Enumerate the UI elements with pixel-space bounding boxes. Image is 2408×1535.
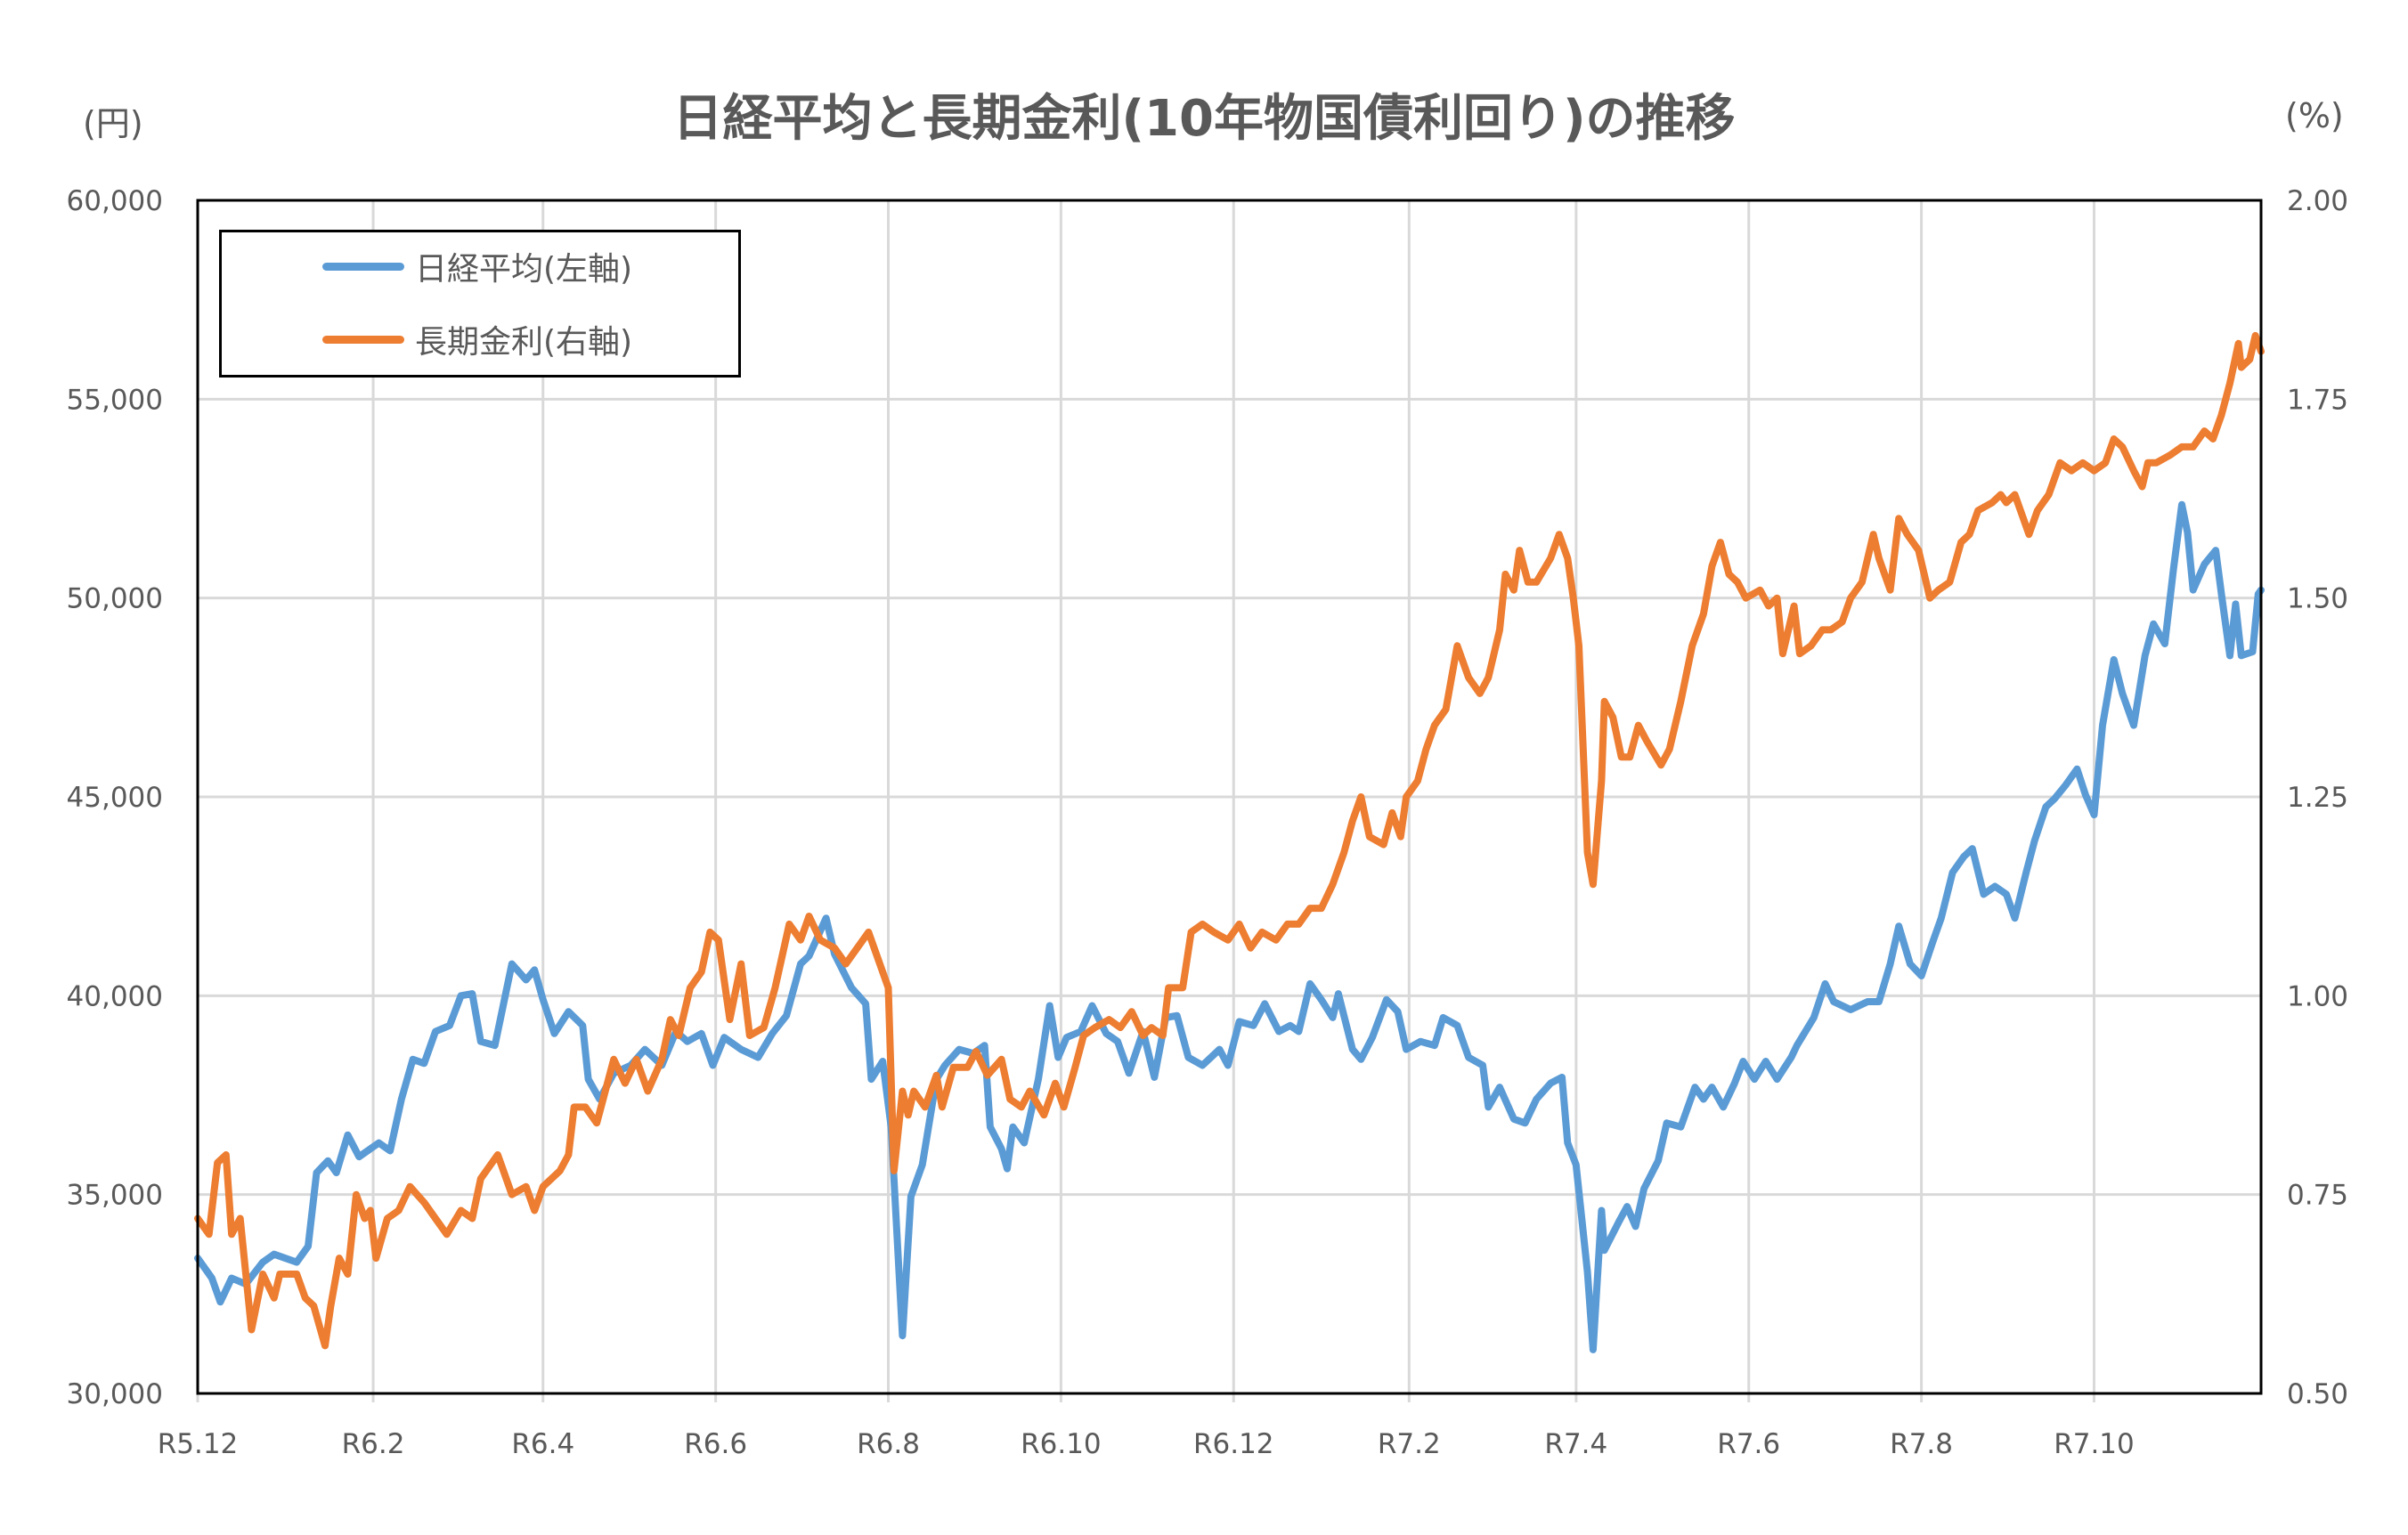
x-tick-label: R7.2 bbox=[1378, 1428, 1441, 1460]
series-lines bbox=[194, 331, 2265, 1353]
x-tick-label: R7.10 bbox=[2054, 1428, 2135, 1460]
left-tick-label: 50,000 bbox=[67, 583, 163, 615]
right-tick-label: 1.00 bbox=[2287, 980, 2348, 1012]
left-tick-label: 30,000 bbox=[67, 1378, 163, 1410]
x-tick-label: R6.12 bbox=[1193, 1428, 1274, 1460]
legend-item-nikkei: 日経平均(左軸) bbox=[322, 244, 632, 288]
left-tick-label: 55,000 bbox=[67, 384, 163, 416]
left-tick-label: 45,000 bbox=[67, 782, 163, 814]
gridlines bbox=[196, 199, 2261, 1402]
right-tick-label: 1.50 bbox=[2287, 583, 2348, 615]
right-axis-unit: (%) bbox=[2285, 96, 2344, 135]
jgb-yield-series-line bbox=[194, 331, 2265, 1350]
x-tick-label: R7.6 bbox=[1717, 1428, 1780, 1460]
x-tick-label: R5.12 bbox=[158, 1428, 239, 1460]
x-tick-label: R6.8 bbox=[857, 1428, 920, 1460]
left-axis-unit: (円) bbox=[83, 104, 143, 143]
legend-swatch-jgb-yield bbox=[322, 335, 404, 344]
legend-swatch-nikkei bbox=[322, 262, 404, 271]
right-tick-label: 0.50 bbox=[2287, 1378, 2348, 1410]
x-tick-label: R6.4 bbox=[511, 1428, 574, 1460]
x-tick-label: R6.2 bbox=[342, 1428, 405, 1460]
chart-title: 日経平均と長期金利(10年物国債利回り)の推移 bbox=[672, 90, 1736, 148]
right-tick-label: 0.75 bbox=[2287, 1180, 2348, 1212]
left-tick-label: 35,000 bbox=[67, 1180, 163, 1212]
legend-label-nikkei: 日経平均(左軸) bbox=[415, 251, 633, 288]
legend-label-jgb-yield: 長期金利(右軸) bbox=[415, 324, 633, 361]
x-tick-label: R7.8 bbox=[1890, 1428, 1953, 1460]
left-tick-label: 40,000 bbox=[67, 980, 163, 1012]
axis-ticks: 30,000 35,000 40,000 45,000 50,000 55,000 60,0… bbox=[67, 185, 2349, 1460]
right-tick-label: 1.75 bbox=[2287, 384, 2348, 416]
legend: 日経平均(左軸) 長期金利(右軸) bbox=[219, 230, 741, 378]
plot-area-border bbox=[196, 199, 2263, 1395]
x-tick-label: R6.6 bbox=[684, 1428, 747, 1460]
legend-item-jgb-yield: 長期金利(右軸) bbox=[322, 317, 632, 361]
right-tick-label: 2.00 bbox=[2287, 185, 2348, 217]
x-tick-label: R7.4 bbox=[1544, 1428, 1607, 1460]
x-tick-label: R6.10 bbox=[1021, 1428, 1102, 1460]
left-tick-label: 60,000 bbox=[67, 185, 163, 217]
right-tick-label: 1.25 bbox=[2287, 782, 2348, 814]
nikkei-series-line bbox=[194, 500, 2265, 1353]
